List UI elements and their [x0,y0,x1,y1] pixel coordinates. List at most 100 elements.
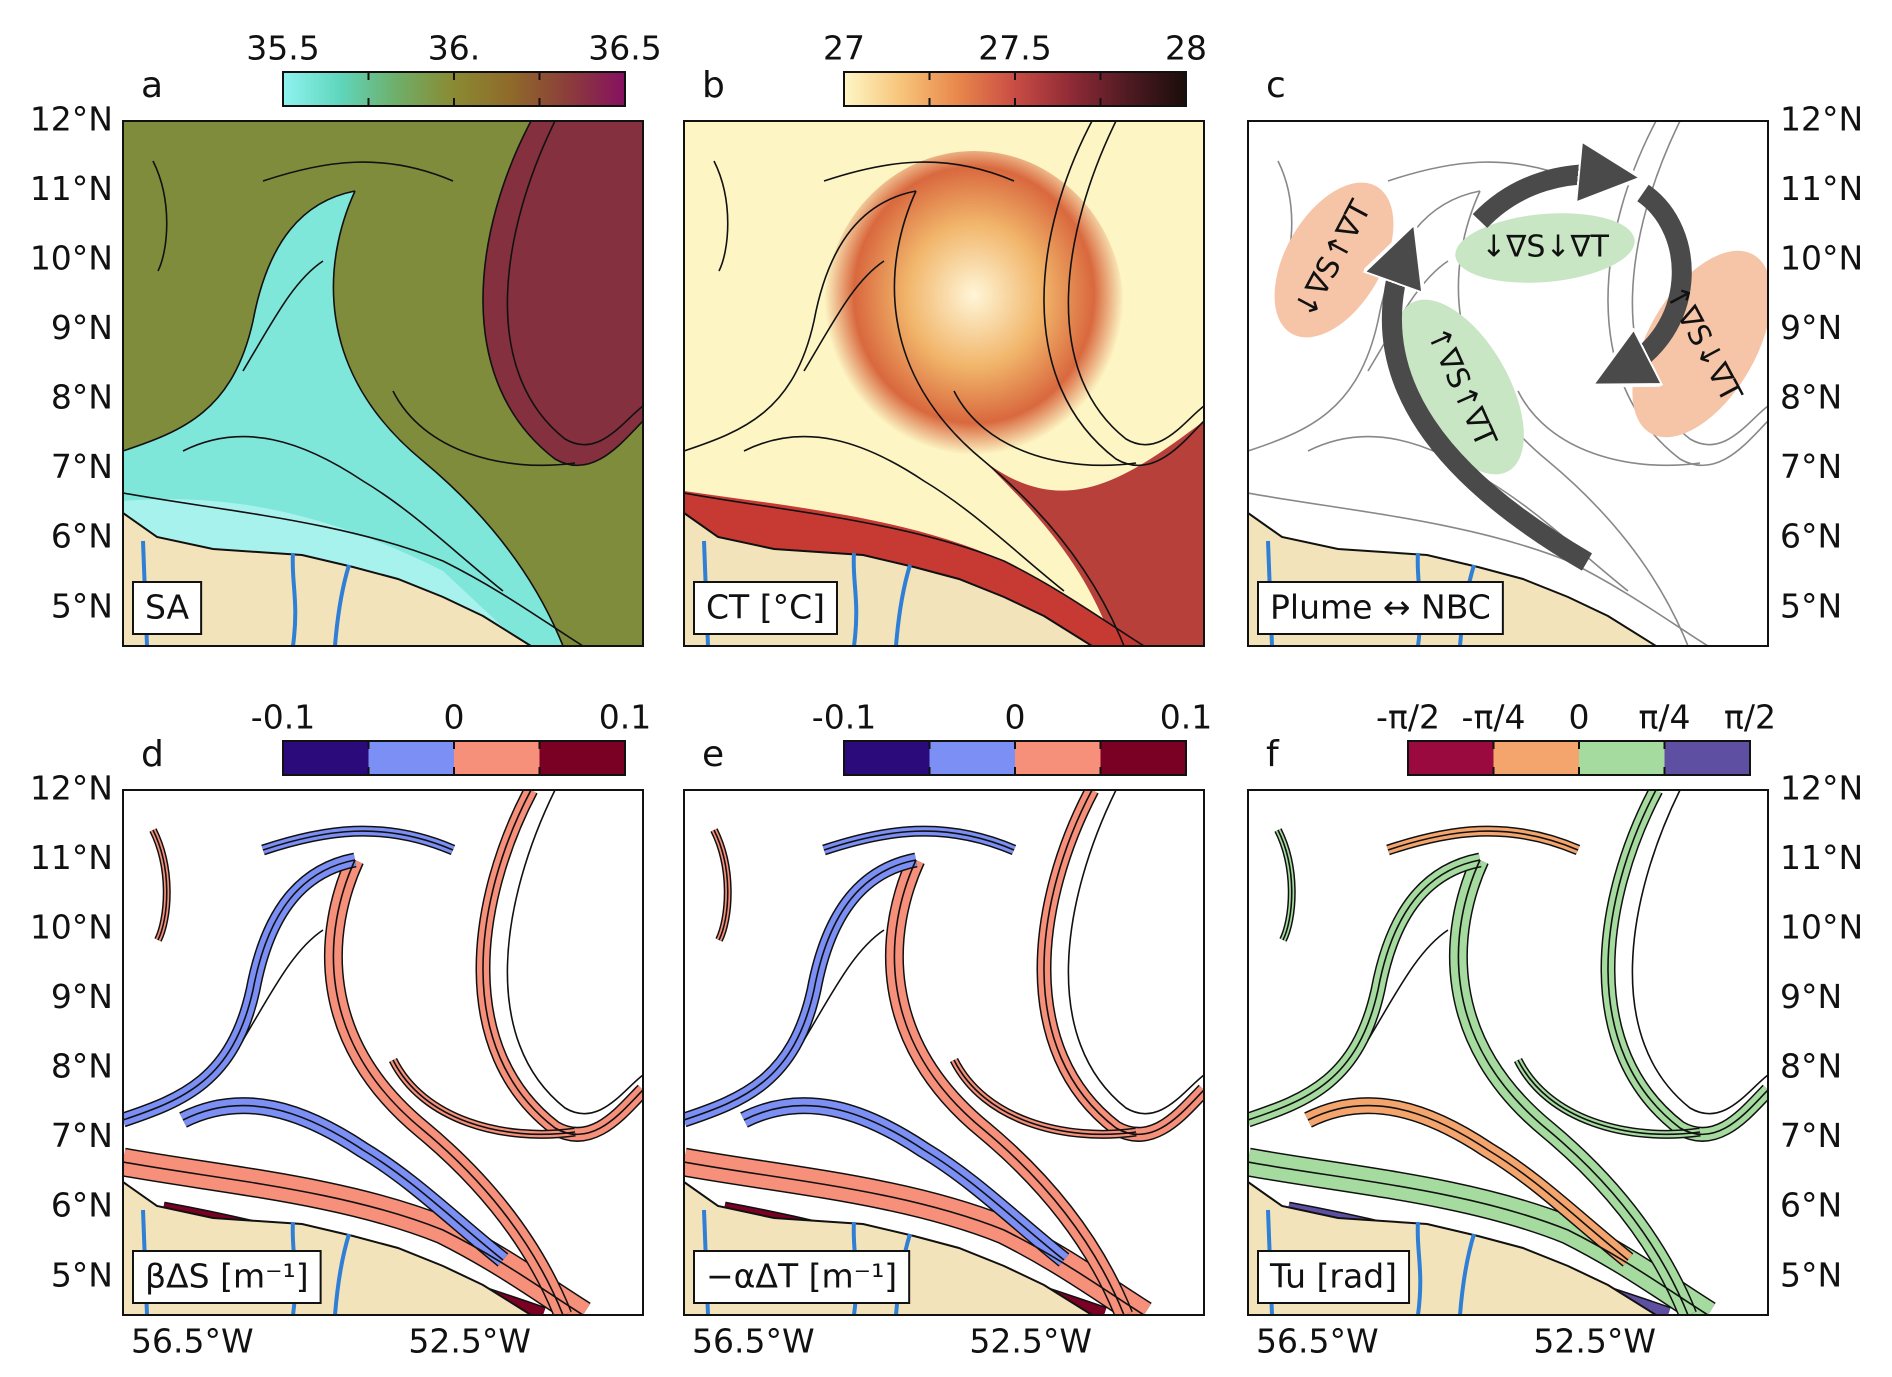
warm-band [984,421,1204,646]
contour [1248,859,1481,1121]
label-box [1257,1250,1411,1304]
river [1458,1233,1476,1315]
panel-letter: c [1266,65,1286,106]
colorbar-tick-label: 0 [1569,698,1590,737]
lat-label: 9°N [51,977,113,1016]
colorbar-tick-label: 35.5 [246,29,319,68]
lat-label: 11°N [30,169,113,208]
contour [743,1104,1065,1261]
map-panel [1248,790,1768,1315]
colorbar-tick-label: π/2 [1724,698,1776,737]
colorbar-bin [283,741,369,775]
river [333,1233,351,1315]
contour [1457,859,1689,1315]
lat-label: 10°N [1780,239,1863,278]
lat-label: 11°N [1780,838,1863,877]
contour [953,1059,1137,1136]
label-box [1257,581,1504,635]
label-box [693,581,838,635]
lat-label: 5°N [51,1255,113,1294]
panel-letter: b [702,65,725,106]
colorbar-tick-label: -0.1 [812,698,876,737]
contour [803,929,885,1041]
map-frame [122,120,644,647]
contour [332,190,564,646]
contour [482,121,643,467]
contour [506,790,643,1115]
lon-label: 52.5°W [408,1322,531,1361]
colorbar-bin [1408,741,1494,775]
map-panel [123,121,643,646]
colorbar-tick-label: 0.1 [1160,698,1212,737]
colorbar-tick-label: -π/4 [1462,698,1526,737]
contour [684,492,1145,646]
contour [152,160,168,272]
contour [1248,492,1709,646]
contour [1043,790,1204,1136]
land [123,511,533,646]
contour [1607,790,1768,1136]
label-box [132,581,203,635]
lat-label: 8°N [1780,378,1842,417]
contour [743,435,1065,592]
contour [182,1104,504,1261]
contour [506,121,643,446]
contour [1517,1059,1701,1136]
contour [1631,790,1768,1115]
lat-label: 12°N [30,769,113,808]
lon-label: 56.5°W [131,1322,254,1361]
contour [123,190,356,452]
lat-label: 12°N [1780,769,1863,808]
panel-label: CT [°C] [706,588,825,627]
contour [1387,830,1579,851]
regime-ellipse [1455,213,1635,283]
lat-label: 9°N [1780,977,1842,1016]
contour [1067,790,1204,1115]
contour [893,190,1125,646]
lat-label: 6°N [1780,517,1842,556]
colorbar-tick-label: 27 [823,29,865,68]
contour [262,161,454,182]
contour [182,435,504,592]
panel-label: Tu [rad] [1269,1257,1397,1296]
map-panel [684,121,1204,646]
river [894,564,912,646]
contour [242,260,324,372]
contour [1307,1104,1629,1261]
panel-letter: e [702,734,724,775]
map-panel: ↓∇S↑∇T ↓∇S↓∇T↑∇S↑∇T ↑∇S↓∇T [1248,121,1768,646]
contour [262,830,454,851]
label-box [132,1250,322,1304]
colorbar-bin [1015,741,1101,775]
contour [713,829,729,941]
contour [242,929,324,1041]
river [851,552,859,646]
lon-label: 56.5°W [692,1322,815,1361]
colorbar-bin [368,741,455,775]
contour [953,390,1137,467]
lat-label: 7°N [51,447,113,486]
contour [482,790,643,1136]
colorbar-bin [1100,741,1187,775]
map-frame [1247,120,1769,647]
lat-label: 10°N [30,908,113,947]
contour [392,1059,576,1136]
lat-label: 10°N [1780,908,1863,947]
lat-label: 8°N [1780,1047,1842,1086]
colorbar-tick-label: -π/2 [1376,698,1440,737]
colorbar-tick-label: 0 [1005,698,1026,737]
high-salinity [482,121,643,466]
regime-ellipse [1396,299,1524,475]
lat-label: 7°N [1780,447,1842,486]
lat-label: 8°N [51,378,113,417]
contour [684,190,917,452]
lon-label: 56.5°W [1256,1322,1379,1361]
lon-label: 52.5°W [969,1322,1092,1361]
flow-arrow [1472,174,1610,229]
river [1415,1221,1423,1315]
lat-label: 11°N [1780,169,1863,208]
contour [713,160,729,272]
lat-label: 9°N [51,308,113,347]
lat-label: 6°N [51,1186,113,1225]
map-panel [684,790,1204,1315]
